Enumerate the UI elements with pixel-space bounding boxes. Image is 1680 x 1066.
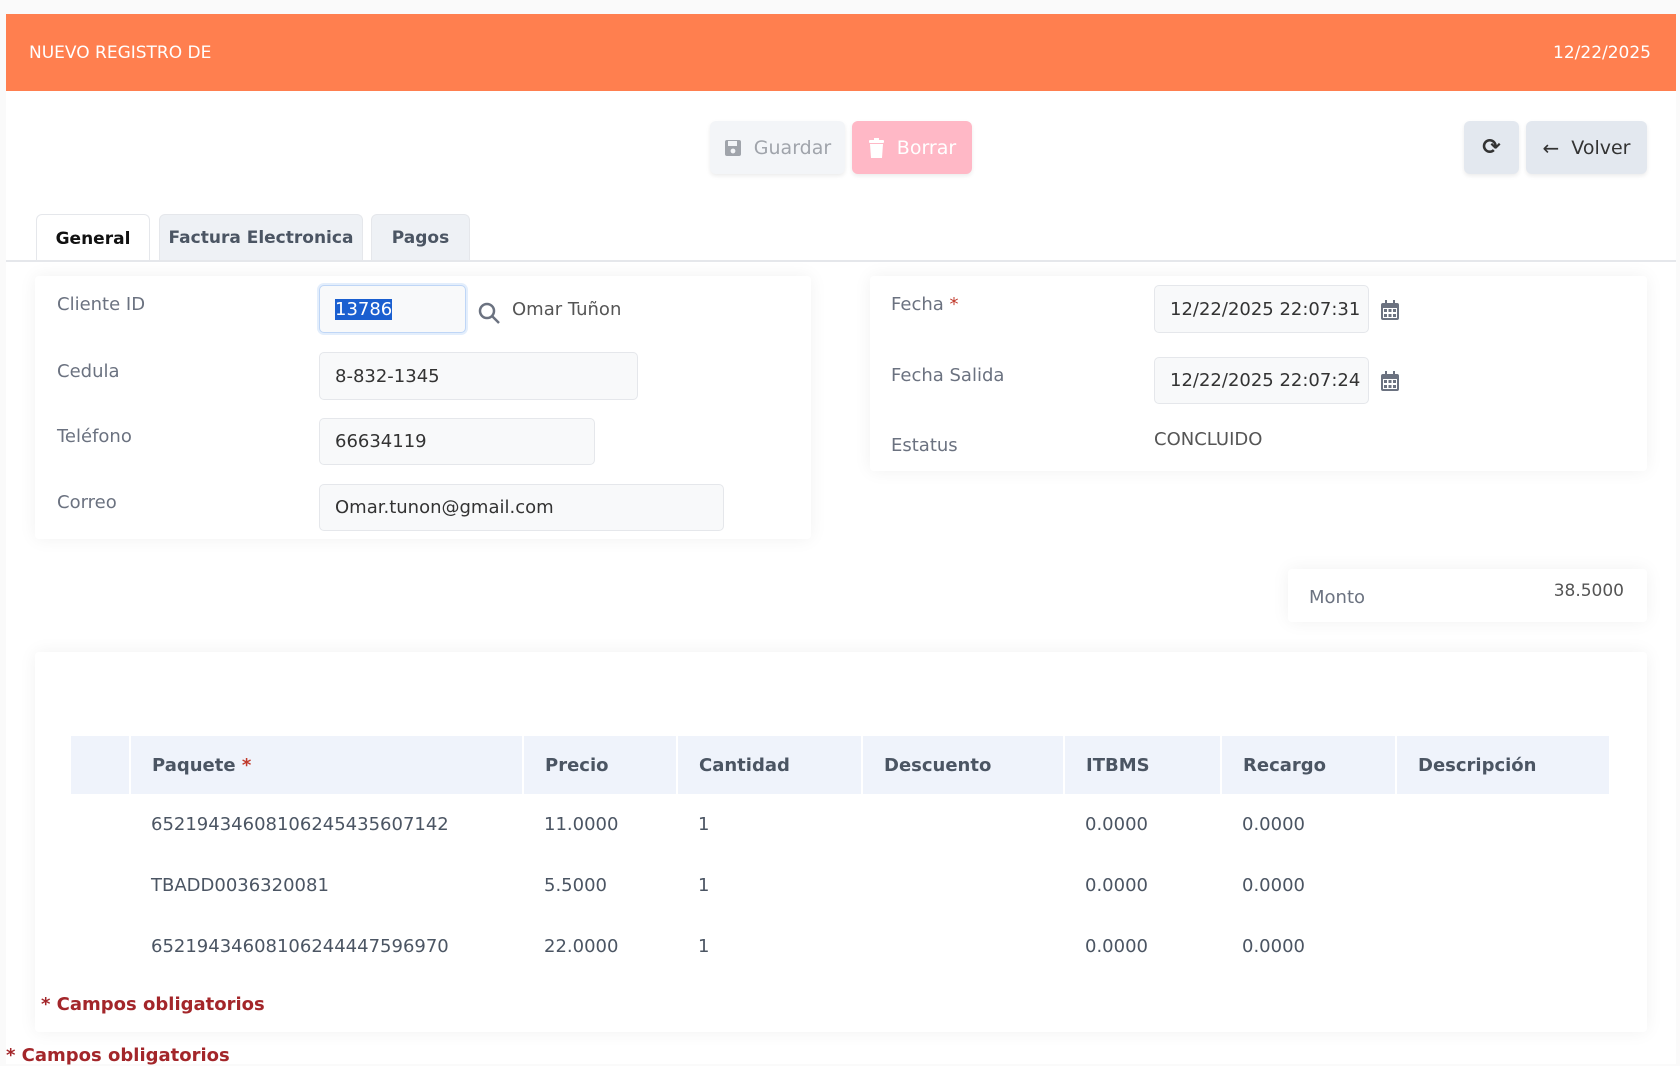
column-recargo[interactable]: Recargo: [1221, 736, 1397, 794]
cell-paquete: 65219434608106245435607142: [151, 814, 449, 835]
client-id-label: Cliente ID: [57, 294, 146, 315]
cell-descripcion: [1396, 916, 1610, 977]
cell-select[interactable]: [71, 916, 130, 977]
column-select: [71, 736, 131, 794]
refresh-icon: ⟳: [1482, 135, 1501, 160]
tab-label: Pagos: [391, 228, 450, 248]
tab-label: Factura Electronica: [168, 228, 354, 248]
cell-descuento: [862, 855, 1064, 916]
required-marker: *: [949, 294, 959, 315]
cell-recargo: 0.0000: [1242, 936, 1305, 957]
cell-paquete: 65219434608106244447596970: [151, 936, 449, 957]
tab-divider: [6, 260, 1676, 262]
refresh-button[interactable]: ⟳: [1464, 121, 1519, 174]
cell-itbms: 0.0000: [1085, 875, 1148, 896]
fecha-salida-value: 12/22/2025 22:07:24: [1170, 370, 1361, 391]
cedula-input[interactable]: 8-832-1345: [319, 352, 638, 400]
phone-label: Teléfono: [57, 426, 132, 447]
table-row[interactable]: 65219434608106245435607142 11.0000 1 0.0000…: [71, 794, 1610, 855]
column-cantidad[interactable]: Cantidad: [677, 736, 863, 794]
arrow-left-icon: ←: [1542, 135, 1560, 160]
tab-general[interactable]: General: [36, 214, 150, 262]
cell-descripcion: [1396, 794, 1610, 855]
save-label: Guardar: [753, 136, 832, 159]
back-label: Volver: [1571, 136, 1631, 159]
cedula-label: Cedula: [57, 361, 120, 382]
cell-select[interactable]: [71, 794, 130, 855]
save-icon: [724, 139, 741, 156]
fecha-value: 12/22/2025 22:07:31: [1170, 298, 1361, 320]
cell-itbms: 0.0000: [1085, 814, 1148, 835]
tab-factura-electronica[interactable]: Factura Electronica: [159, 214, 363, 261]
search-icon[interactable]: [478, 302, 501, 325]
fecha-input[interactable]: 12/22/2025 22:07:31: [1154, 285, 1369, 333]
phone-value: 66634119: [335, 431, 427, 452]
required-marker: *: [241, 754, 252, 776]
cell-cantidad: 1: [698, 814, 710, 835]
page-title: NUEVO REGISTRO DE: [29, 43, 212, 63]
client-id-input[interactable]: 13786: [319, 285, 466, 333]
cedula-value: 8-832-1345: [335, 365, 440, 387]
monto-value: 38.5000: [1553, 581, 1624, 601]
column-itbms[interactable]: ITBMS: [1064, 736, 1222, 794]
cell-itbms: 0.0000: [1085, 936, 1148, 957]
email-label: Correo: [57, 492, 117, 513]
fecha-label-text: Fecha: [891, 294, 944, 315]
tab-pagos[interactable]: Pagos: [371, 214, 470, 261]
cell-descuento: [862, 916, 1064, 977]
tab-label: General: [55, 228, 131, 249]
email-value: Omar.tunon@gmail.com: [335, 497, 554, 518]
status-value: CONCLUIDO: [1154, 429, 1263, 450]
column-descripcion[interactable]: Descripción: [1396, 736, 1611, 794]
cell-precio: 5.5000: [544, 875, 607, 896]
phone-input[interactable]: 66634119: [319, 418, 595, 465]
delete-label: Borrar: [896, 136, 957, 159]
cell-paquete: TBADD0036320081: [151, 875, 329, 896]
calendar-icon[interactable]: [1380, 300, 1400, 321]
cell-recargo: 0.0000: [1242, 875, 1305, 896]
column-descuento[interactable]: Descuento: [862, 736, 1065, 794]
email-input[interactable]: Omar.tunon@gmail.com: [319, 484, 724, 531]
cell-precio: 22.0000: [544, 936, 619, 957]
page-header: NUEVO REGISTRO DE 12/22/2025: [6, 14, 1676, 91]
required-fields-note-footer: * Campos obligatorios: [6, 1045, 230, 1066]
table-row[interactable]: TBADD0036320081 5.5000 1 0.0000 0.0000: [71, 855, 1610, 916]
trash-icon: [868, 137, 884, 158]
save-button[interactable]: Guardar: [710, 121, 845, 174]
table-body: 65219434608106245435607142 11.0000 1 0.0000…: [71, 794, 1610, 977]
cell-descuento: [862, 794, 1064, 855]
monto-card: [1288, 569, 1647, 622]
items-table: Paquete * Precio Cantidad Descuento ITBM…: [71, 736, 1611, 977]
client-id-value: 13786: [335, 298, 393, 320]
client-name: Omar Tuñon: [512, 299, 622, 320]
cell-recargo: 0.0000: [1242, 814, 1305, 835]
cell-cantidad: 1: [698, 936, 710, 957]
fecha-salida-label: Fecha Salida: [891, 365, 1005, 386]
header-date: 12/22/2025: [1553, 43, 1651, 63]
required-fields-note: * Campos obligatorios: [41, 994, 265, 1015]
monto-label: Monto: [1309, 587, 1366, 608]
back-button[interactable]: ← Volver: [1526, 121, 1647, 174]
column-paquete[interactable]: Paquete *: [130, 736, 524, 794]
delete-button[interactable]: Borrar: [852, 121, 972, 174]
cell-select[interactable]: [71, 855, 130, 916]
fecha-salida-input[interactable]: 12/22/2025 22:07:24: [1154, 357, 1369, 404]
column-paquete-label: Paquete: [152, 754, 236, 776]
table-header-row: Paquete * Precio Cantidad Descuento ITBM…: [71, 736, 1611, 794]
table-row[interactable]: 65219434608106244447596970 22.0000 1 0.0000…: [71, 916, 1610, 977]
status-label: Estatus: [891, 435, 958, 456]
column-precio[interactable]: Precio: [523, 736, 678, 794]
cell-precio: 11.0000: [544, 814, 619, 835]
fecha-label: Fecha *: [891, 294, 959, 315]
cell-descripcion: [1396, 855, 1610, 916]
calendar-icon[interactable]: [1380, 371, 1400, 392]
cell-cantidad: 1: [698, 875, 710, 896]
